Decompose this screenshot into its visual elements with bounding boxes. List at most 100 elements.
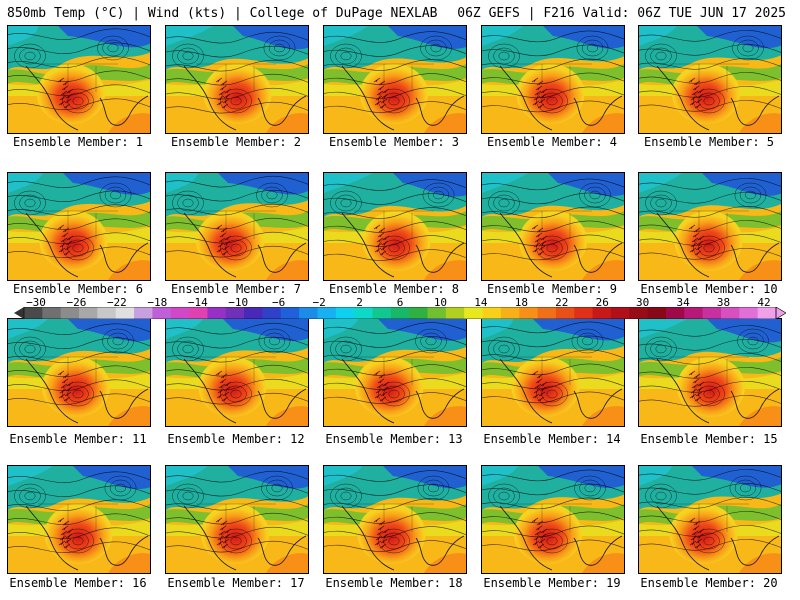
colorbar-tick-label: −2 <box>312 296 326 309</box>
colorbar-tick-label: −10 <box>228 296 249 309</box>
colorbar-segment <box>629 307 649 319</box>
colorbar-tick-label: 10 <box>433 296 448 309</box>
ensemble-member-map <box>165 25 309 134</box>
colorbar-segment <box>464 307 484 319</box>
ensemble-member-label: Ensemble Member: 4 <box>486 135 618 149</box>
temperature-wind-map <box>482 26 624 133</box>
ensemble-member-map <box>165 172 309 281</box>
colorbar-segment <box>207 307 227 319</box>
ensemble-member-map <box>638 172 782 281</box>
colorbar-max-arrow <box>775 307 786 319</box>
ensemble-member-label: Ensemble Member: 20 <box>640 576 778 590</box>
colorbar-segment <box>592 307 612 319</box>
ensemble-member-label: Ensemble Member: 11 <box>9 432 147 446</box>
colorbar-tick-label: −26 <box>66 296 87 309</box>
colorbar-segment <box>244 307 263 319</box>
colorbar-segment <box>225 307 245 319</box>
colorbar-tick-label: 34 <box>676 296 690 309</box>
colorbar-tick-label: −14 <box>187 296 208 309</box>
ensemble-member-label: Ensemble Member: 12 <box>167 432 305 446</box>
temperature-wind-map <box>324 319 466 426</box>
colorbar-segment <box>537 307 557 319</box>
colorbar-segment <box>574 307 594 319</box>
ensemble-member-label: Ensemble Member: 3 <box>328 135 460 149</box>
ensemble-member-map <box>7 172 151 281</box>
ensemble-member-map <box>323 318 467 427</box>
temperature-wind-map <box>482 466 624 573</box>
colorbar-tick-label: 18 <box>514 296 528 309</box>
temperature-colorbar <box>14 307 786 319</box>
ensemble-member-map <box>7 25 151 134</box>
colorbar-segment <box>170 307 190 319</box>
temperature-wind-map <box>639 319 781 426</box>
ensemble-member-map <box>638 465 782 574</box>
colorbar-tick-label: 6 <box>396 296 404 309</box>
colorbar-segment <box>610 307 630 319</box>
ensemble-member-map <box>481 25 625 134</box>
colorbar-segment <box>97 307 117 319</box>
temperature-wind-map <box>639 26 781 133</box>
temperature-wind-map <box>166 466 308 573</box>
temperature-wind-map <box>324 466 466 573</box>
colorbar-min-arrow <box>14 307 24 319</box>
colorbar-segment <box>757 307 777 319</box>
colorbar-tick-label: 38 <box>716 296 731 309</box>
temperature-wind-map <box>8 319 150 426</box>
ensemble-member-map <box>481 172 625 281</box>
ensemble-member-label: Ensemble Member: 10 <box>640 282 778 296</box>
colorbar-tick-label: 2 <box>356 296 363 309</box>
colorbar-segment <box>299 307 318 319</box>
colorbar-segment <box>665 307 685 319</box>
ensemble-member-label: Ensemble Member: 15 <box>640 432 778 446</box>
colorbar-tick-label: 22 <box>555 296 569 309</box>
ensemble-member-map <box>481 318 625 427</box>
temperature-wind-map <box>8 26 150 133</box>
temperature-wind-map <box>639 173 781 280</box>
colorbar-segment <box>702 307 722 319</box>
colorbar-tick-label: 14 <box>474 296 488 309</box>
temperature-wind-map <box>482 173 624 280</box>
colorbar-tick-label: 26 <box>595 296 609 309</box>
colorbar-tick-label: −6 <box>272 296 286 309</box>
ensemble-member-label: Ensemble Member: 17 <box>167 576 305 590</box>
colorbar-segment <box>79 307 98 319</box>
colorbar-segment <box>390 307 410 319</box>
colorbar-segment <box>60 307 80 319</box>
ensemble-member-label: Ensemble Member: 1 <box>12 135 144 149</box>
ensemble-member-map <box>165 318 309 427</box>
ensemble-member-label: Ensemble Member: 13 <box>325 432 463 446</box>
temperature-wind-map <box>324 26 466 133</box>
ensemble-member-map <box>638 318 782 427</box>
colorbar-tick-label: −22 <box>106 296 127 309</box>
temperature-wind-map <box>166 319 308 426</box>
ensemble-member-label: Ensemble Member: 5 <box>643 135 775 149</box>
colorbar-tick-label: 42 <box>757 296 771 309</box>
ensemble-member-map <box>638 25 782 134</box>
colorbar-segment <box>445 307 465 319</box>
ensemble-member-map <box>7 465 151 574</box>
temperature-wind-map <box>8 466 150 573</box>
colorbar-segment <box>372 307 392 319</box>
temperature-wind-map <box>482 319 624 426</box>
colorbar-segment <box>409 307 429 319</box>
ensemble-member-label: Ensemble Member: 6 <box>12 282 144 296</box>
colorbar-segment <box>115 307 135 319</box>
colorbar-segment <box>720 307 740 319</box>
chart-title: 850mb Temp (°C) | Wind (kts) | College o… <box>7 6 438 21</box>
ensemble-member-label: Ensemble Member: 2 <box>170 135 302 149</box>
colorbar-segment <box>555 307 575 319</box>
colorbar-segment <box>42 307 62 319</box>
colorbar-segment <box>427 307 447 319</box>
temperature-wind-map <box>324 173 466 280</box>
colorbar-segment <box>647 307 667 319</box>
colorbar-segment <box>24 307 43 319</box>
ensemble-member-map <box>323 465 467 574</box>
ensemble-member-map <box>7 318 151 427</box>
temperature-wind-map <box>8 173 150 280</box>
colorbar-segment <box>280 307 300 319</box>
ensemble-member-map <box>165 465 309 574</box>
ensemble-member-label: Ensemble Member: 9 <box>486 282 618 296</box>
ensemble-member-label: Ensemble Member: 16 <box>9 576 147 590</box>
colorbar-tick-labels: −30 −26 −22 −18 −14 −10 −6 −2 2 6 10 14 18 22 26 30 34 38… <box>0 296 800 308</box>
ensemble-member-label: Ensemble Member: 18 <box>325 576 463 590</box>
